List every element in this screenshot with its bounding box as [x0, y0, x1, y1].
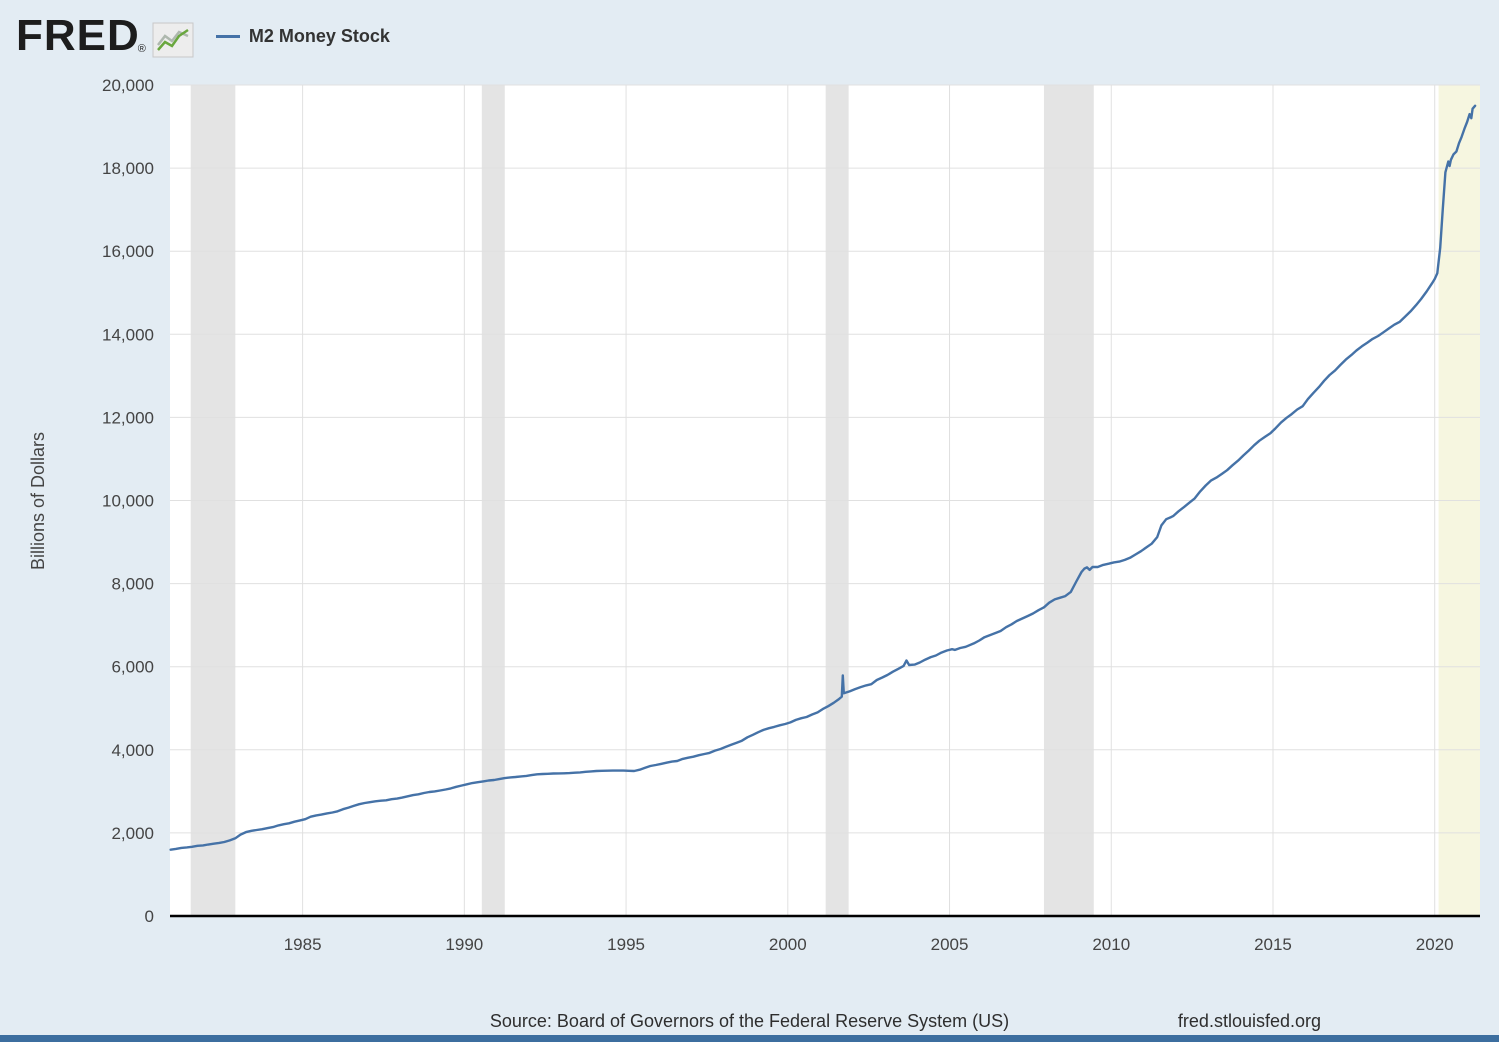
svg-text:1990: 1990 [445, 935, 483, 954]
fred-logo-chart-icon [152, 22, 194, 58]
svg-text:2005: 2005 [931, 935, 969, 954]
svg-text:16,000: 16,000 [102, 242, 154, 261]
svg-text:2000: 2000 [769, 935, 807, 954]
source-text: Source: Board of Governors of the Federa… [489, 1011, 1010, 1031]
svg-text:20,000: 20,000 [102, 76, 154, 95]
fred-logo-text: FRED [16, 11, 140, 60]
registered-mark: ® [137, 43, 146, 55]
bottom-bar [0, 1035, 1499, 1042]
svg-text:2015: 2015 [1254, 935, 1292, 954]
svg-text:12,000: 12,000 [102, 408, 154, 427]
svg-text:8,000: 8,000 [111, 575, 154, 594]
fred-logo[interactable]: FRED ® [16, 14, 194, 58]
svg-text:10,000: 10,000 [102, 492, 154, 511]
svg-text:4,000: 4,000 [111, 741, 154, 760]
fred-link[interactable]: fred.stlouisfed.org [1177, 1011, 1321, 1031]
legend-line-swatch [215, 34, 240, 38]
svg-text:2010: 2010 [1092, 935, 1130, 954]
svg-text:1995: 1995 [607, 935, 645, 954]
svg-text:0: 0 [145, 907, 154, 926]
svg-text:2020: 2020 [1416, 935, 1454, 954]
svg-text:14,000: 14,000 [102, 325, 154, 344]
chart-header: FRED ® M2 Money Stock [16, 14, 390, 58]
legend[interactable]: M2 Money Stock [215, 25, 390, 47]
svg-text:1985: 1985 [284, 935, 322, 954]
legend-label: M2 Money Stock [248, 25, 390, 46]
svg-text:18,000: 18,000 [102, 159, 154, 178]
svg-text:2,000: 2,000 [111, 824, 154, 843]
svg-text:6,000: 6,000 [111, 658, 154, 677]
